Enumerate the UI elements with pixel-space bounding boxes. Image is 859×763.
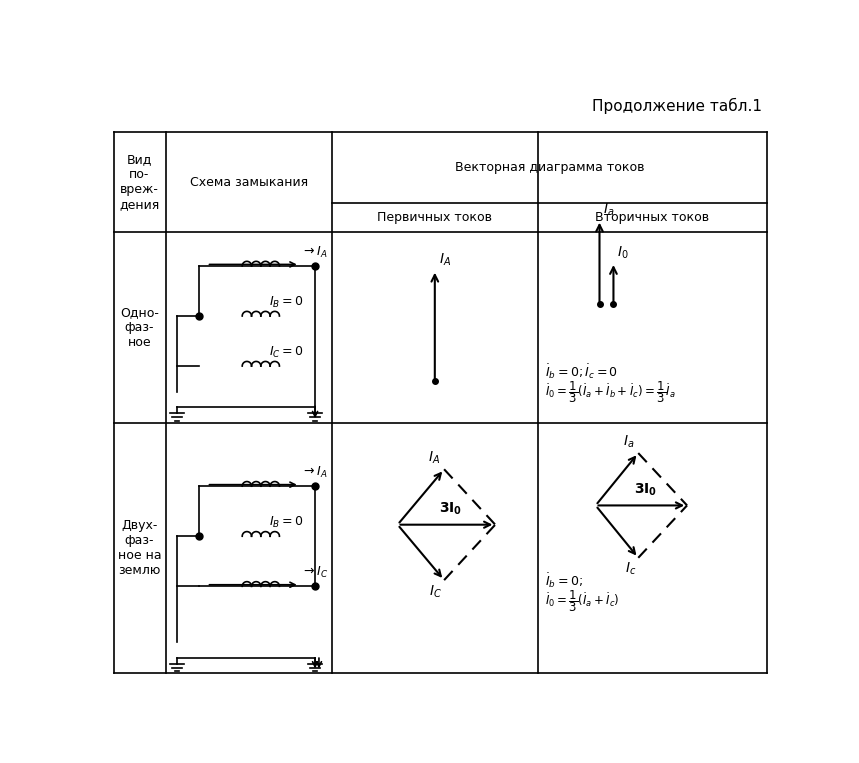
Text: $I_C=0$: $I_C=0$ [269,345,303,360]
Text: Схема замыкания: Схема замыкания [190,176,308,189]
Text: $I_c$: $I_c$ [624,561,636,578]
Text: Вторичных токов: Вторичных токов [595,211,710,224]
Text: $I_A$: $I_A$ [428,449,440,466]
Text: Вид
по-
вреж-
дения: Вид по- вреж- дения [119,153,160,211]
Text: $\dot{I}_0=\dfrac{1}{3}(\dot{I}_a+\dot{I}_b+\dot{I}_c)=\dfrac{1}{3}\dot{I}_a$: $\dot{I}_0=\dfrac{1}{3}(\dot{I}_a+\dot{I… [545,379,676,405]
Text: $\mathbf{3I_0}$: $\mathbf{3I_0}$ [634,481,657,497]
Text: Векторная диаграмма токов: Векторная диаграмма токов [454,161,644,174]
Text: $I_C$: $I_C$ [429,583,442,600]
Text: Двух-
фаз-
ное на
землю: Двух- фаз- ное на землю [118,519,161,577]
Text: $\rightarrow I_A$: $\rightarrow I_A$ [302,465,327,480]
Text: $\mathbf{3I_0}$: $\mathbf{3I_0}$ [439,501,462,517]
Text: $\dot{I}_0=\dfrac{1}{3}(\dot{I}_a+\dot{I}_c)$: $\dot{I}_0=\dfrac{1}{3}(\dot{I}_a+\dot{I… [545,588,620,614]
Text: $I_A$: $I_A$ [440,252,452,269]
Text: $I_a$: $I_a$ [623,433,635,450]
Text: $\rightarrow I_A$: $\rightarrow I_A$ [302,245,327,260]
Text: $\dot{I}_b=0;\dot{I}_c=0$: $\dot{I}_b=0;\dot{I}_c=0$ [545,362,618,381]
Text: $I_B=0$: $I_B=0$ [269,515,303,530]
Text: Одно-
фаз-
ное: Одно- фаз- ное [120,306,159,349]
Text: $\rightarrow I_C$: $\rightarrow I_C$ [302,565,328,580]
Text: $I_0$: $I_0$ [618,244,629,261]
Text: $I_B=0$: $I_B=0$ [269,295,303,310]
Text: Продолжение табл.1: Продолжение табл.1 [592,98,762,114]
Text: Первичных токов: Первичных токов [377,211,492,224]
Text: $\dot{I}_b=0;$: $\dot{I}_b=0;$ [545,571,583,591]
Text: $I_a$: $I_a$ [603,202,615,218]
